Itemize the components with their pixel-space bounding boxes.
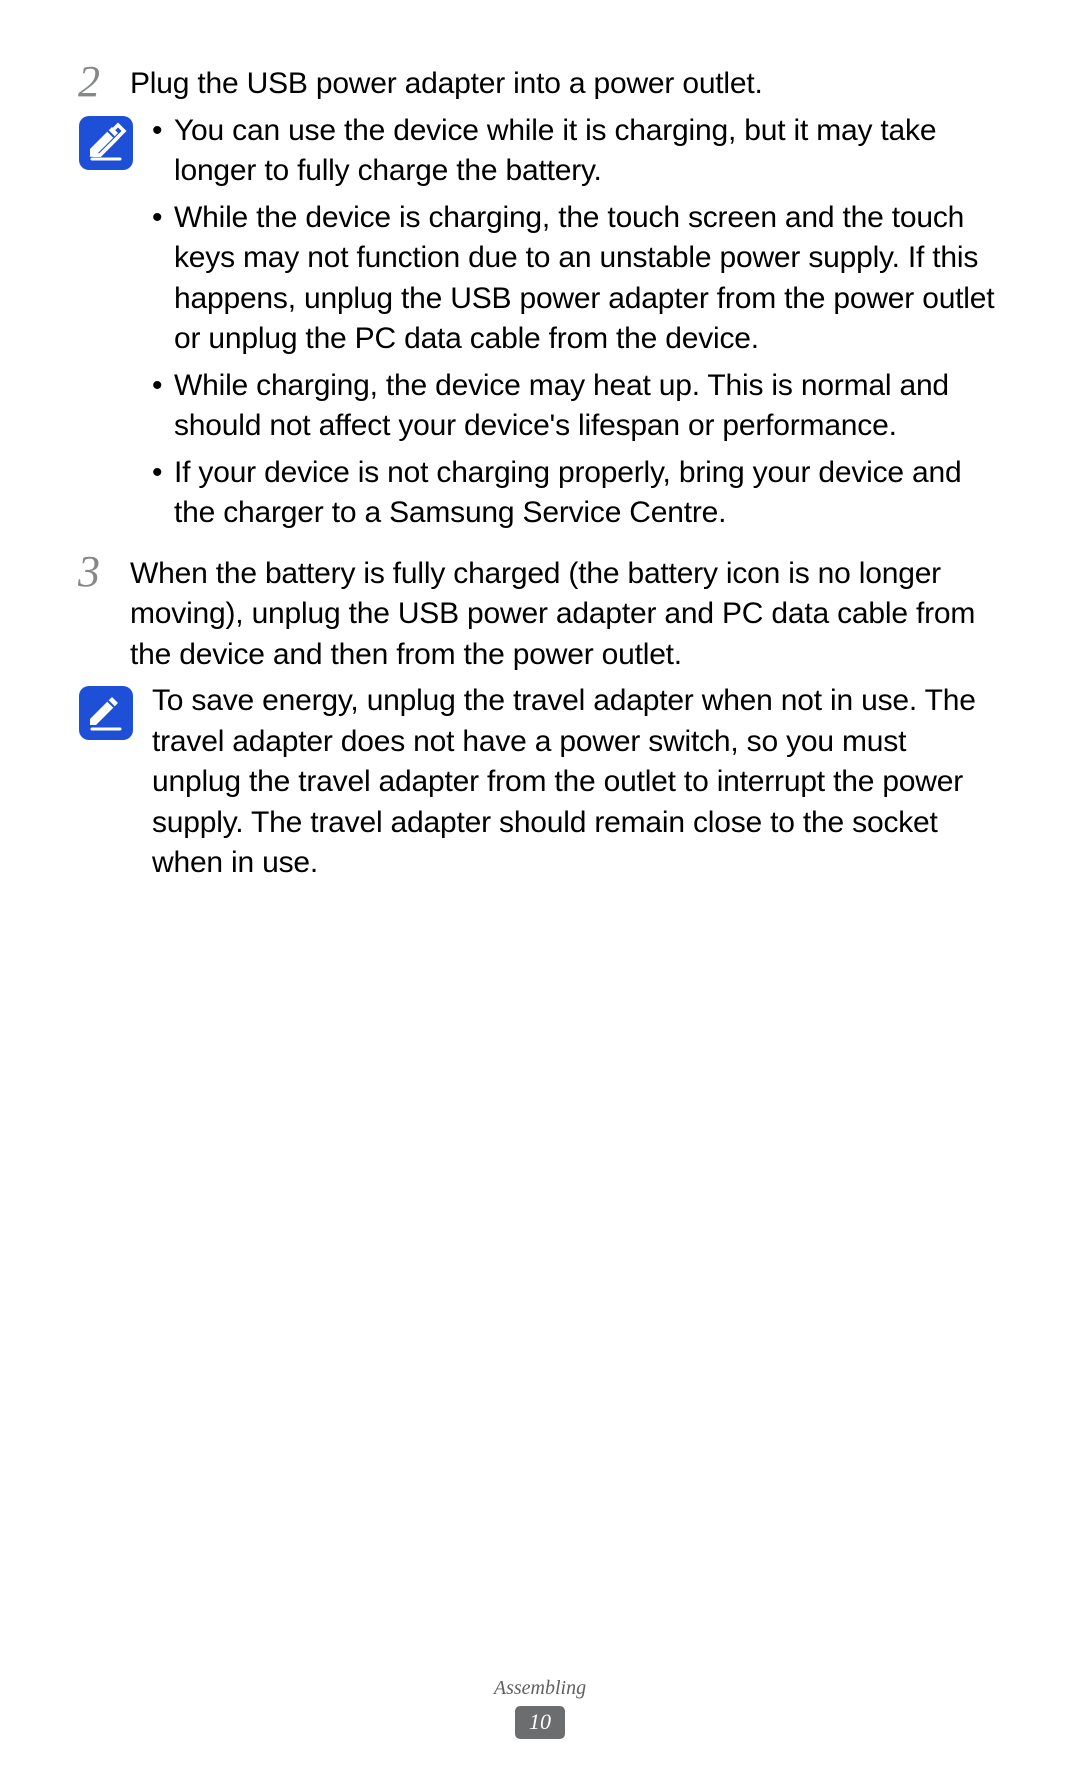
bullet-text: While the device is charging, the touch … bbox=[174, 198, 1002, 360]
bullet-text: If your device is not charging properly,… bbox=[174, 453, 1002, 534]
step-2: 2 Plug the USB power adapter into a powe… bbox=[78, 58, 1002, 105]
bullet-dot-icon: • bbox=[152, 453, 174, 494]
bullet-dot-icon: • bbox=[152, 198, 174, 239]
bullet-dot-icon: • bbox=[152, 366, 174, 407]
note-pencil-icon bbox=[78, 115, 134, 171]
step-text: Plug the USB power adapter into a power … bbox=[130, 58, 763, 105]
footer-section-label: Assembling bbox=[0, 1677, 1080, 1700]
step-number: 2 bbox=[78, 58, 130, 104]
note-bullet-item: • While the device is charging, the touc… bbox=[152, 198, 1002, 360]
manual-page: 2 Plug the USB power adapter into a powe… bbox=[0, 0, 1080, 1771]
page-footer: Assembling 10 bbox=[0, 1677, 1080, 1739]
note-content: To save energy, unplug the travel adapte… bbox=[152, 681, 1002, 884]
note-content: • You can use the device while it is cha… bbox=[152, 111, 1002, 534]
note-block-2: To save energy, unplug the travel adapte… bbox=[78, 681, 1002, 884]
bullet-text: You can use the device while it is charg… bbox=[174, 111, 1002, 192]
bullet-dot-icon: • bbox=[152, 111, 174, 152]
step-number: 3 bbox=[78, 548, 130, 594]
note-pencil-icon bbox=[78, 685, 134, 741]
note-bullet-item: • You can use the device while it is cha… bbox=[152, 111, 1002, 192]
step-3: 3 When the battery is fully charged (the… bbox=[78, 548, 1002, 676]
note-bullet-item: • If your device is not charging properl… bbox=[152, 453, 1002, 534]
page-number-badge: 10 bbox=[515, 1706, 565, 1739]
bullet-text: While charging, the device may heat up. … bbox=[174, 366, 1002, 447]
note-bullet-item: • While charging, the device may heat up… bbox=[152, 366, 1002, 447]
note-bullet-list: • You can use the device while it is cha… bbox=[152, 111, 1002, 534]
note-block-1: • You can use the device while it is cha… bbox=[78, 111, 1002, 534]
step-text: When the battery is fully charged (the b… bbox=[130, 548, 1002, 676]
